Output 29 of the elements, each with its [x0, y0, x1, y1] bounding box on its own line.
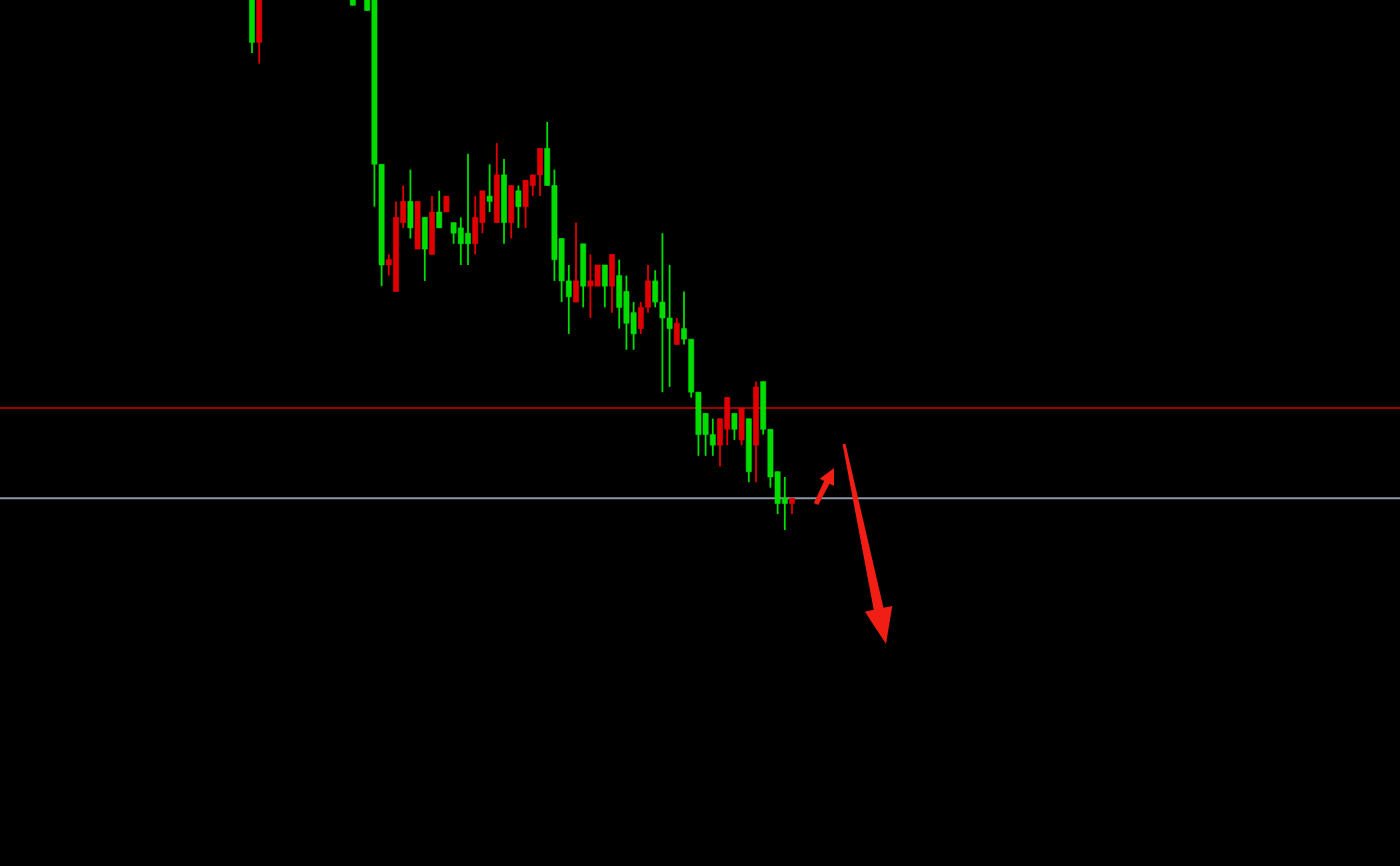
candlestick	[731, 412, 738, 441]
candlestick	[493, 142, 500, 224]
candlestick	[249, 0, 255, 54]
candlestick	[659, 232, 666, 394]
candlestick	[501, 158, 507, 245]
candlestick	[601, 264, 608, 309]
candlestick	[436, 189, 443, 229]
candlestick	[587, 253, 594, 319]
candlestick	[515, 184, 522, 229]
candlestick	[616, 258, 623, 330]
candlestick	[738, 407, 745, 447]
candlestick	[580, 242, 587, 309]
candlestick	[472, 195, 479, 256]
candlestick	[673, 317, 680, 346]
candlestick	[508, 184, 515, 240]
candlestick	[486, 163, 493, 213]
candlestick	[573, 221, 579, 303]
candlestick	[724, 396, 731, 447]
candlestick	[465, 152, 471, 266]
candlestick	[256, 0, 263, 65]
candlestick	[522, 179, 529, 229]
candlestick	[709, 417, 716, 457]
candlestick	[537, 147, 543, 197]
candlestick	[781, 476, 788, 531]
candlestick	[421, 216, 428, 282]
candlestick	[414, 200, 421, 250]
candlestick	[429, 195, 435, 256]
candlestick	[407, 168, 414, 240]
candlestick	[609, 253, 615, 314]
